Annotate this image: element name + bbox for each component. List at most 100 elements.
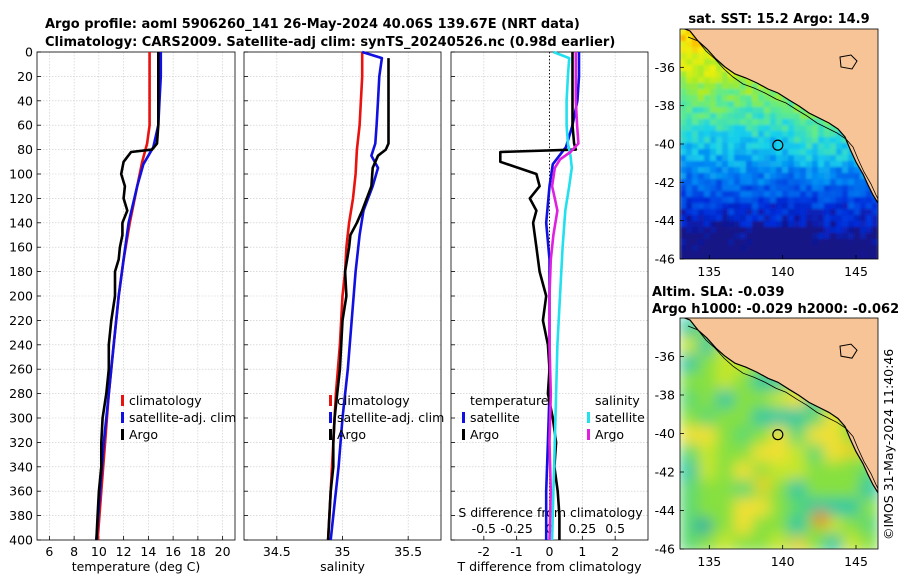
data-cell <box>698 239 705 246</box>
data-cell <box>842 179 849 186</box>
data-cell <box>866 215 873 222</box>
data-cell <box>806 444 816 454</box>
data-cell <box>740 239 747 246</box>
data-cell <box>800 137 807 144</box>
lat-tick-label: -42 <box>655 465 675 480</box>
data-cell <box>854 203 861 210</box>
data-cell <box>848 239 855 246</box>
data-cell <box>806 245 813 252</box>
lon-tick-label: 135 <box>697 264 721 279</box>
data-cell <box>758 209 765 216</box>
data-cell <box>794 251 801 258</box>
anomaly-blob <box>754 475 773 494</box>
data-cell <box>704 239 711 246</box>
data-cell <box>806 155 813 162</box>
data-cell <box>716 119 723 126</box>
data-cell <box>860 215 867 222</box>
data-cell <box>734 534 744 544</box>
lat-tick-label: -38 <box>655 98 675 113</box>
data-cell <box>728 197 735 204</box>
data-cell <box>818 209 825 216</box>
data-cell <box>866 245 873 252</box>
data-cell <box>812 239 819 246</box>
data-cell <box>698 137 705 144</box>
data-cell <box>794 197 801 204</box>
data-cell <box>794 167 801 174</box>
data-cell <box>716 372 726 382</box>
data-cell <box>704 197 711 204</box>
data-cell <box>728 95 735 102</box>
data-cell <box>698 245 705 252</box>
data-cell <box>680 227 687 234</box>
data-cell <box>770 417 780 427</box>
data-cell <box>860 209 867 216</box>
data-cell <box>788 426 798 436</box>
data-cell <box>764 257 771 259</box>
data-cell <box>752 95 759 102</box>
data-cell <box>746 251 753 258</box>
data-cell <box>734 233 741 240</box>
data-cell <box>728 179 735 186</box>
data-cell <box>752 245 759 252</box>
data-cell <box>716 71 723 78</box>
data-cell <box>806 173 813 180</box>
data-cell <box>776 167 783 174</box>
data-cell <box>770 251 777 258</box>
data-cell <box>770 239 777 246</box>
data-cell <box>824 215 831 222</box>
x-axis-label: T difference from climatology <box>456 559 642 574</box>
data-cell <box>686 203 693 210</box>
map-field <box>680 318 878 549</box>
data-cell <box>842 209 849 216</box>
y-tick-label: 60 <box>17 118 33 133</box>
data-cell <box>824 453 834 463</box>
data-cell <box>854 227 861 234</box>
x-tick-label: 2 <box>611 544 619 559</box>
data-cell <box>692 179 699 186</box>
data-cell <box>686 173 693 180</box>
data-cell <box>734 155 741 162</box>
data-cell <box>704 77 711 84</box>
data-cell <box>746 221 753 228</box>
data-cell <box>800 113 807 120</box>
data-cell <box>872 197 878 204</box>
data-cell <box>698 197 705 204</box>
legend-label: Argo <box>595 427 624 442</box>
data-cell <box>689 471 699 481</box>
data-cell <box>746 143 753 150</box>
data-cell <box>788 257 795 259</box>
data-cell <box>680 107 687 114</box>
data-cell <box>770 191 777 198</box>
data-cell <box>680 167 687 174</box>
data-cell <box>725 525 735 535</box>
data-cell <box>710 59 717 66</box>
y-tick-label: 0 <box>25 45 33 60</box>
data-cell <box>818 149 825 156</box>
data-cell <box>752 372 762 382</box>
data-cell <box>716 131 723 138</box>
data-cell <box>716 516 726 526</box>
data-cell <box>869 507 878 517</box>
data-cell <box>734 435 744 445</box>
y-tick-label: 80 <box>17 142 33 157</box>
data-cell <box>851 453 861 463</box>
data-cell <box>734 417 744 427</box>
data-cell <box>722 71 729 78</box>
data-cell <box>734 543 744 549</box>
data-cell <box>761 525 771 535</box>
data-cell <box>686 125 693 132</box>
data-cell <box>689 480 699 490</box>
data-cell <box>836 155 843 162</box>
data-cell <box>725 390 735 400</box>
data-cell <box>734 113 741 120</box>
data-cell <box>710 179 717 186</box>
data-cell <box>872 209 878 216</box>
data-cell <box>806 435 816 445</box>
data-cell <box>770 197 777 204</box>
data-cell <box>779 534 789 544</box>
data-cell <box>734 179 741 186</box>
data-cell <box>788 516 798 526</box>
data-cell <box>740 119 747 126</box>
data-cell <box>842 143 849 150</box>
data-cell <box>770 179 777 186</box>
